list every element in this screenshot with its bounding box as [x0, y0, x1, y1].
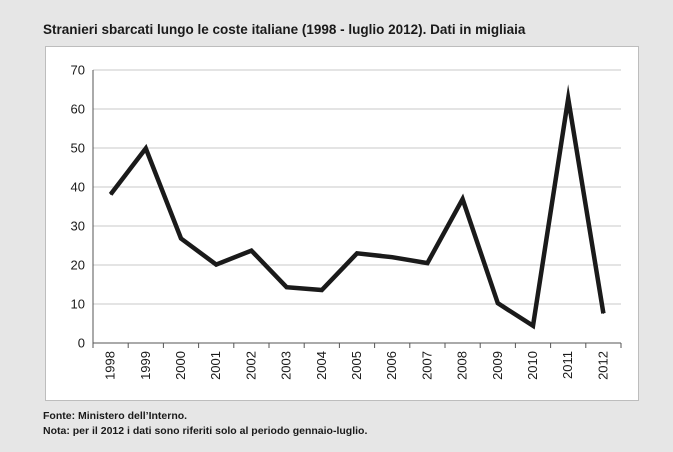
- data-point: [321, 289, 323, 291]
- data-point: [532, 325, 534, 327]
- data-point: [180, 237, 182, 239]
- footnote: Nota: per il 2012 i dati sono riferiti s…: [43, 425, 368, 437]
- x-tick-label: 2005: [349, 351, 364, 380]
- x-tick-label: 1999: [138, 351, 153, 380]
- y-tick-label: 70: [71, 63, 85, 78]
- y-tick-label: 40: [71, 180, 85, 195]
- data-point: [110, 193, 112, 195]
- gridlines: [93, 69, 621, 305]
- chart-area: 0 10 20 30 40 50 60 70 1998 1999 2000 2001 2002 2003…: [45, 46, 639, 401]
- data-point: [602, 312, 604, 314]
- data-point: [145, 147, 147, 149]
- series-line-path: [108, 84, 606, 330]
- data-point: [356, 252, 358, 254]
- x-tick-label: 2008: [455, 351, 470, 380]
- y-tick-labels: 0 10 20 30 40 50 60 70: [71, 63, 85, 351]
- x-tick-label: 2004: [314, 351, 329, 380]
- x-tick-label: 2010: [525, 351, 540, 380]
- y-tick-label: 60: [71, 102, 85, 117]
- data-point: [391, 256, 393, 258]
- x-tick-label: 2009: [490, 351, 505, 380]
- x-tick-label: 2002: [243, 351, 258, 380]
- y-tick-label: 10: [71, 297, 85, 312]
- x-tick-label: 2012: [595, 351, 610, 380]
- y-tick-label: 50: [71, 141, 85, 156]
- chart-title: Stranieri sbarcati lungo le coste italia…: [43, 22, 526, 37]
- x-tick-label: 2007: [419, 351, 434, 380]
- axes: [92, 70, 622, 348]
- x-tick-label: 1998: [103, 351, 118, 380]
- x-tick-label: 2001: [208, 351, 223, 380]
- data-point: [215, 264, 217, 266]
- y-tick-label: 20: [71, 258, 85, 273]
- series-line: [108, 84, 606, 330]
- x-tick-label: 2011: [560, 351, 575, 379]
- source-note: Fonte: Ministero dell’Interno.: [43, 410, 188, 422]
- y-tick-label: 30: [71, 219, 85, 234]
- line-chart: 0 10 20 30 40 50 60 70 1998 1999 2000 2001 2002 2003…: [71, 63, 622, 380]
- data-point: [567, 97, 569, 99]
- data-point: [286, 286, 288, 288]
- x-tick-label: 2006: [384, 351, 399, 380]
- y-tick-label: 0: [78, 336, 85, 351]
- x-tick-labels: 1998 1999 2000 2001 2002 2003 2004 2005 2006 2007…: [103, 351, 611, 380]
- data-point: [250, 250, 252, 252]
- data-point: [462, 198, 464, 200]
- x-tick-label: 2000: [173, 351, 188, 380]
- x-tick-label: 2003: [279, 351, 294, 380]
- data-point: [426, 262, 428, 264]
- data-point: [497, 302, 499, 304]
